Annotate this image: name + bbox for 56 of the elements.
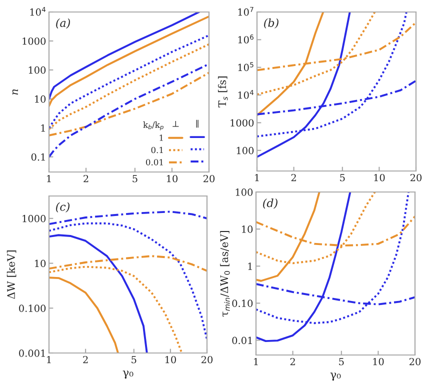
x-tick-label: 5 (340, 174, 345, 182)
y-tick-label: 0.10 (232, 300, 253, 308)
x-tick-label: 20 (201, 356, 213, 364)
annotation: (a) (56, 18, 70, 29)
x-tick-label: 2 (291, 174, 296, 182)
y-tick-label: 1000 (22, 214, 46, 222)
y-tick-label: 10 (35, 260, 46, 268)
y-tick-label: 0.01 (232, 336, 252, 344)
x-tick-label: 10 (373, 358, 384, 366)
x-tick-label: 20 (203, 174, 215, 182)
legend-title: k$_{b}$/k$_{p}$ (143, 121, 164, 130)
y-tick-label: 10 (35, 95, 46, 103)
x-tick-label: 20 (409, 358, 421, 366)
y-tick-label: 100 (28, 66, 46, 74)
x-tick-label: 5 (132, 356, 136, 364)
y-axis-title: ΔW [keV] (6, 250, 16, 299)
y-tick-label: 1000 (230, 119, 254, 127)
y-tick-label: 10$^{4}$ (238, 90, 254, 99)
x-tick-label: 1 (47, 356, 51, 364)
annotation: (b) (264, 18, 278, 29)
x-tick-label: 10 (374, 174, 385, 182)
x-tick-label: 10 (165, 356, 176, 364)
annotation: ∥ (196, 120, 198, 128)
annotation: ⊥ (172, 121, 179, 127)
x-axis-title: γ₀ (122, 370, 134, 379)
x-tick-label: 2 (84, 174, 88, 182)
x-tick-label: 1 (255, 174, 259, 182)
x-tick-label: 10 (166, 174, 178, 182)
x-tick-label: 5 (339, 358, 344, 366)
x-tick-label: 5 (132, 175, 138, 182)
x-tick-label: 2 (83, 356, 88, 364)
annotation: (c) (56, 202, 70, 212)
x-axis-title: γ₀ (330, 372, 341, 381)
y-tick-label: 10$^{4}$ (30, 6, 46, 16)
legend-label: 0.1 (151, 146, 163, 154)
x-tick-label: 20 (410, 174, 422, 182)
y-tick-label: 10$^{5}$ (238, 62, 254, 72)
y-tick-label: 100 (236, 146, 254, 154)
y-axis-title: T$_{s}$ [fs] (218, 76, 228, 108)
y-tick-label: 0.001 (19, 349, 45, 357)
x-tick-label: 2 (290, 358, 295, 366)
y-tick-label: 1000 (22, 37, 46, 45)
y-tick-label: 10 (242, 226, 253, 233)
y-tick-label: 10$^{7}$ (238, 6, 254, 16)
y-axis-title: τ$_{min}$/ΔW$_{0}$ [as/eV] (220, 230, 230, 317)
y-tick-label: 0.100 (19, 304, 46, 312)
legend-label: 1 (160, 134, 163, 141)
y-tick-label: 0.1 (31, 153, 45, 161)
y-tick-label: 10$^{6}$ (238, 34, 254, 44)
annotation: (d) (263, 198, 278, 209)
x-tick-label: 1 (47, 174, 51, 182)
y-tick-label: 1 (248, 262, 252, 270)
legend-label: 0.01 (146, 159, 163, 166)
y-tick-label: 1 (41, 124, 45, 132)
y-axis-title: n (12, 89, 18, 95)
y-tick-label: 100 (236, 188, 253, 196)
